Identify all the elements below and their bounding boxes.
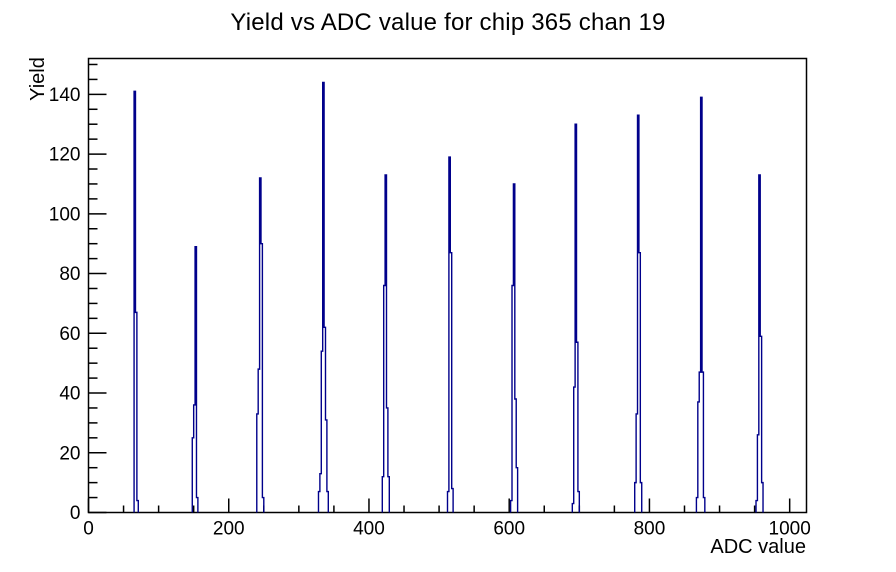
y-tick-label: 120 bbox=[49, 145, 81, 166]
histogram-cluster bbox=[695, 96, 706, 513]
x-tick-label: 1000 bbox=[769, 519, 811, 540]
histogram-cluster bbox=[133, 90, 139, 513]
histogram-cluster bbox=[191, 245, 199, 513]
y-tick-label: 40 bbox=[59, 384, 80, 405]
histogram-cluster bbox=[446, 156, 454, 513]
histogram-cluster bbox=[256, 177, 265, 513]
x-tick-label: 400 bbox=[353, 519, 385, 540]
y-tick-label: 80 bbox=[59, 264, 80, 285]
histogram-cluster bbox=[381, 174, 391, 513]
y-tick-label: 20 bbox=[59, 443, 80, 464]
histogram-cluster bbox=[755, 174, 764, 513]
histogram-cluster bbox=[634, 114, 643, 513]
y-tick-label: 60 bbox=[59, 324, 80, 345]
x-tick-label: 200 bbox=[213, 519, 245, 540]
histogram-cluster bbox=[317, 81, 330, 513]
y-tick-label: 0 bbox=[70, 503, 81, 524]
x-tick-label: 800 bbox=[634, 519, 666, 540]
x-axis-title: ADC value bbox=[710, 536, 806, 558]
histogram-cluster bbox=[571, 123, 581, 513]
x-tick-label: 600 bbox=[493, 519, 525, 540]
chart-title: Yield vs ADC value for chip 365 chan 19 bbox=[230, 9, 666, 36]
histogram-cluster bbox=[509, 183, 519, 513]
x-tick-label: 0 bbox=[83, 519, 94, 540]
y-tick-label: 100 bbox=[49, 204, 81, 225]
y-tick-label: 140 bbox=[49, 85, 81, 106]
